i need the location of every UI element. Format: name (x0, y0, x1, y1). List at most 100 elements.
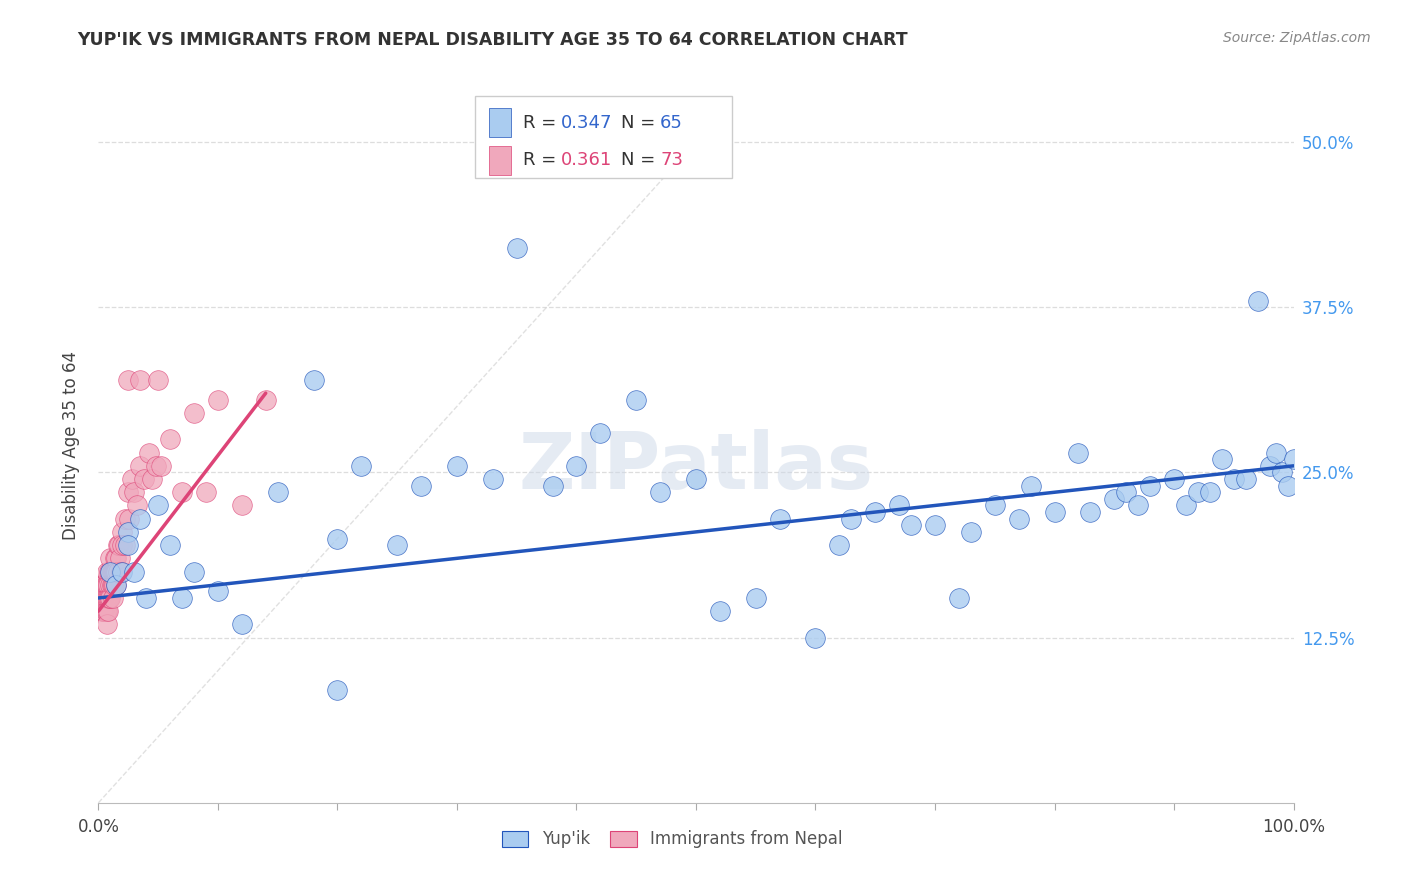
Legend: Yup'ik, Immigrants from Nepal: Yup'ik, Immigrants from Nepal (495, 824, 849, 855)
Point (865, 505, 887, 519)
Point (91, 604, 114, 618)
Text: N =: N = (620, 152, 661, 169)
Text: R =: R = (523, 152, 561, 169)
Point (1199, 485, 1222, 500)
Point (411, 478, 433, 492)
Point (1104, 491, 1126, 506)
Text: ZIPatlas: ZIPatlas (519, 429, 873, 506)
Point (98, 551, 122, 566)
Point (138, 445, 160, 459)
Text: 0.347: 0.347 (561, 113, 613, 132)
Point (481, 472, 505, 486)
Point (94, 591, 117, 605)
Point (101, 565, 124, 579)
Point (135, 591, 157, 605)
Point (148, 499, 170, 513)
Point (159, 433, 181, 447)
Point (149, 458, 172, 473)
Point (145, 458, 167, 473)
Point (96, 604, 118, 618)
Point (117, 524, 139, 539)
Point (506, 241, 529, 255)
Point (900, 518, 922, 533)
Point (97, 604, 120, 618)
Point (91, 578, 114, 592)
Point (91, 591, 114, 605)
Point (111, 565, 134, 579)
Point (231, 617, 253, 632)
Point (93, 591, 115, 605)
Point (889, 499, 911, 513)
Point (117, 538, 139, 552)
Point (231, 499, 253, 513)
Point (111, 524, 134, 539)
Point (107, 538, 129, 552)
Point (626, 392, 648, 407)
Point (183, 565, 205, 579)
Point (91, 591, 114, 605)
Text: R =: R = (523, 113, 561, 132)
Point (960, 524, 983, 539)
Point (172, 485, 194, 500)
Point (96, 617, 118, 632)
Point (94, 604, 117, 618)
Point (685, 472, 707, 486)
Point (105, 578, 128, 592)
Point (114, 538, 136, 552)
Point (828, 538, 851, 552)
Point (93, 578, 115, 592)
Text: 73: 73 (661, 152, 683, 169)
Point (326, 532, 349, 546)
Point (114, 511, 136, 525)
Point (108, 551, 131, 566)
Point (97, 578, 120, 592)
Point (1175, 499, 1198, 513)
Y-axis label: Disability Age 35 to 64: Disability Age 35 to 64 (62, 351, 80, 541)
Text: 65: 65 (661, 113, 683, 132)
Point (105, 578, 128, 592)
Point (541, 478, 564, 492)
Point (1139, 478, 1161, 492)
Point (93, 578, 115, 592)
Point (1282, 452, 1305, 467)
Point (91, 604, 114, 618)
Point (100, 578, 122, 592)
Point (90, 591, 112, 605)
Point (103, 565, 125, 579)
Point (1258, 458, 1281, 473)
Point (1277, 478, 1299, 492)
Point (1067, 445, 1090, 459)
Point (125, 499, 148, 513)
Point (100, 565, 122, 579)
Point (103, 578, 125, 592)
Point (1163, 472, 1185, 486)
Point (90, 578, 112, 592)
Point (302, 373, 325, 387)
Point (841, 511, 863, 525)
Point (132, 472, 155, 486)
Point (1043, 505, 1066, 519)
Point (93, 604, 115, 618)
FancyBboxPatch shape (489, 108, 510, 136)
Point (98, 565, 122, 579)
Point (254, 392, 277, 407)
Point (589, 425, 612, 440)
Point (98, 565, 121, 579)
Point (129, 373, 152, 387)
Point (768, 511, 790, 525)
Point (101, 578, 124, 592)
Point (195, 485, 218, 500)
Point (1080, 505, 1102, 519)
Point (924, 518, 946, 533)
Point (98, 578, 122, 592)
FancyBboxPatch shape (489, 146, 510, 175)
Point (104, 565, 127, 579)
Point (129, 511, 152, 525)
Point (105, 551, 128, 566)
Point (350, 458, 373, 473)
Point (121, 472, 143, 486)
Point (107, 538, 129, 552)
Point (124, 485, 146, 500)
Point (1234, 472, 1257, 486)
Point (107, 565, 129, 579)
